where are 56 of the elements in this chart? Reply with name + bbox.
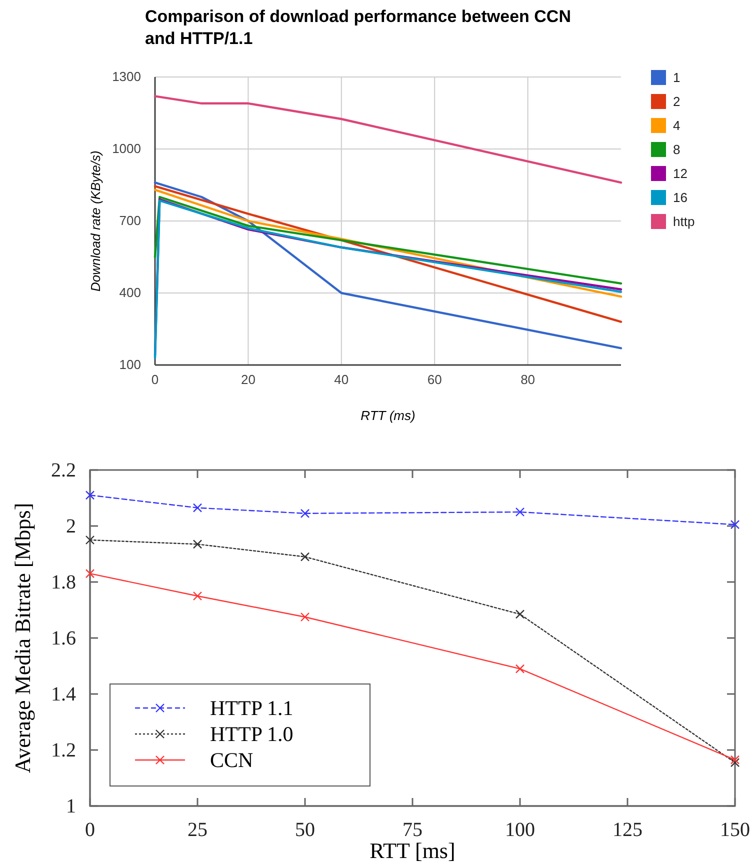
- x-tick-label: 50: [295, 819, 315, 842]
- point: [192, 503, 202, 512]
- x-tick-label: 100: [505, 819, 535, 842]
- legend-label: 12: [673, 166, 688, 181]
- point: [300, 508, 310, 518]
- y-tick-label: 2: [66, 515, 76, 538]
- legend-label: HTTP 1.1: [210, 696, 294, 720]
- y-tick-label: 1.8: [51, 571, 76, 594]
- legend-label: http: [673, 214, 695, 229]
- x-tick-label: 60: [427, 372, 442, 388]
- y-tick-label: 1.2: [51, 739, 76, 762]
- legend-label: 2: [673, 94, 680, 109]
- line-series: [154, 196, 622, 284]
- point: [730, 755, 740, 764]
- point: [85, 569, 95, 578]
- point: [515, 664, 525, 674]
- y-tick-label: 100: [119, 357, 141, 372]
- line-series: [154, 95, 622, 184]
- chart-title: Comparison of download performance between CCN and HTTP/1.1: [145, 7, 571, 48]
- point: [515, 507, 525, 517]
- y-tick-label: 2.2: [51, 459, 76, 482]
- point: [192, 591, 202, 601]
- point: [515, 610, 525, 619]
- legend-label: 16: [673, 190, 688, 205]
- line-series: [154, 188, 622, 298]
- x-axis-title: RTT (ms): [360, 408, 416, 423]
- line-series: [154, 185, 622, 323]
- x-tick-label: 25: [188, 819, 208, 842]
- legend-label: 1: [673, 70, 680, 85]
- legend-label: CCN: [210, 748, 254, 772]
- y-axis-title: Download rate (KByte/s): [88, 150, 103, 292]
- x-tick-label: 125: [612, 819, 642, 842]
- x-tick-label: 150: [720, 819, 750, 842]
- point: [300, 612, 310, 622]
- point: [730, 758, 740, 768]
- point: [85, 535, 95, 545]
- point: [300, 552, 310, 562]
- point: [192, 540, 202, 549]
- y-tick-label: 1300: [112, 69, 141, 84]
- x-tick-label: 0: [85, 819, 95, 842]
- x-tick-label: 0: [151, 372, 159, 388]
- y-tick-label: 400: [119, 285, 141, 300]
- y-tick-label: 1.6: [51, 627, 76, 650]
- legend-label: HTTP 1.0: [210, 722, 294, 746]
- x-tick-label: 80: [520, 372, 536, 388]
- x-tick-label: 40: [334, 372, 349, 388]
- y-tick-label: 1.4: [51, 683, 76, 706]
- point: [730, 520, 740, 530]
- y-tick-label: 1: [66, 795, 76, 818]
- legend-label: 4: [673, 118, 680, 133]
- legend-label: 8: [673, 142, 680, 157]
- y-tick-label: 1000: [112, 141, 141, 156]
- y-axis-title: Average Media Bitrate [Mbps]: [10, 502, 35, 774]
- x-tick-label: 20: [240, 372, 256, 388]
- point: [85, 490, 95, 500]
- y-tick-label: 700: [119, 213, 141, 228]
